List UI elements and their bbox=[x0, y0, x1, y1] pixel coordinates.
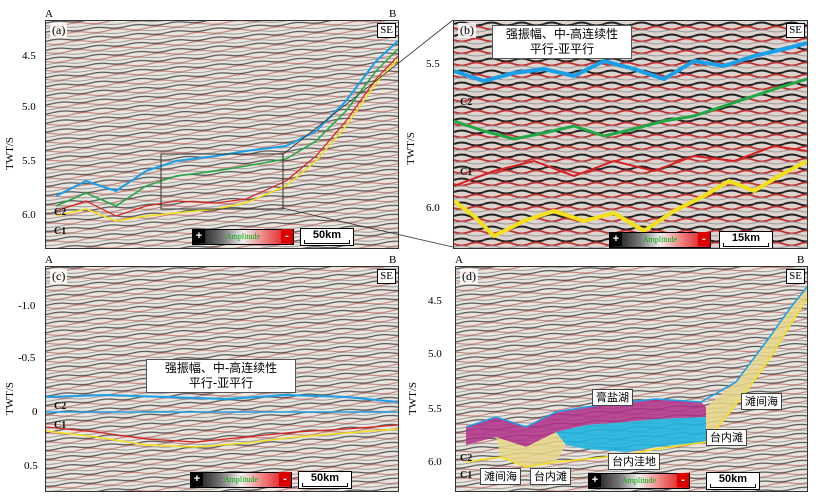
colorbar-label: Amplitude bbox=[223, 475, 259, 484]
panel-c-amplitude-colorbar: + Amplitude - bbox=[190, 472, 292, 488]
panel-c-c2-label: C2 bbox=[54, 401, 67, 412]
colorbar-plus: + bbox=[193, 229, 205, 243]
panel-b-c1-label: C1 bbox=[460, 167, 473, 178]
colorbar-minus: - bbox=[677, 473, 689, 487]
panel-c-y-axis-label: TWT/S bbox=[4, 382, 16, 415]
panel-d-tick: 5.0 bbox=[428, 348, 442, 360]
panel-a-seismic-image bbox=[46, 21, 398, 248]
panel-b-green-horizon bbox=[454, 77, 807, 141]
panel-d-shoal-right-fill bbox=[706, 287, 807, 437]
panel-a-c1-label: C1 bbox=[54, 226, 67, 237]
panel-d-se-label: SE bbox=[786, 269, 805, 284]
panel-a-zoom-box bbox=[160, 153, 284, 210]
panel-c-blue-horizon bbox=[46, 393, 398, 403]
panel-c-annotation: 强振幅、中-高连续性 平行-亚平行 bbox=[146, 359, 296, 393]
colorbar-minus: - bbox=[279, 472, 291, 486]
annotation-line-2: 平行-亚平行 bbox=[188, 376, 254, 390]
panel-c-se-label: SE bbox=[377, 269, 396, 284]
colorbar-label: Amplitude bbox=[225, 232, 261, 241]
panel-c-scale-bar: 50km bbox=[298, 471, 352, 489]
colorbar-label: Amplitude bbox=[642, 235, 678, 244]
colorbar-plus: + bbox=[589, 473, 601, 487]
panel-a-se-label: SE bbox=[377, 23, 396, 38]
facies-platform-shoal-left: 台内滩 bbox=[530, 468, 571, 485]
annotation-line-2: 平行-亚平行 bbox=[529, 42, 595, 56]
facies-platform-shoal-right: 台内滩 bbox=[706, 429, 747, 446]
panel-d-tick: 4.5 bbox=[428, 295, 442, 307]
panel-b: (b) SE 强振幅、中-高连续性 平行-亚平行 C2 C1 + Amplitu… bbox=[453, 20, 808, 249]
panel-a-y-axis-label: TWT/S bbox=[4, 137, 16, 170]
panel-a-tick: 6.0 bbox=[22, 209, 36, 221]
panel-b-scale-bar: 15km bbox=[719, 231, 773, 248]
panel-c-corner-a: A bbox=[45, 254, 53, 266]
panel-b-tick: 5.5 bbox=[426, 58, 440, 70]
colorbar-plus: + bbox=[610, 232, 622, 246]
facies-inter-shoal-sea-left: 滩间海 bbox=[480, 468, 521, 485]
panel-d: (d) SE 膏盐湖 滩间海 台内滩 台内洼地 滩间海 台内滩 C2 C1 + … bbox=[455, 266, 808, 492]
facies-inter-shoal-sea-right: 滩间海 bbox=[741, 393, 782, 410]
panel-d-c2-label: C2 bbox=[460, 453, 473, 464]
panel-c-tick: 0.5 bbox=[24, 460, 38, 472]
panel-c-corner-b: B bbox=[389, 254, 397, 266]
panel-d-corner-a: A bbox=[455, 254, 463, 266]
panel-b-blue-horizon bbox=[454, 41, 807, 84]
panel-d-blue-horizon bbox=[465, 286, 807, 428]
panel-d-gypsum-lake-fill bbox=[466, 399, 706, 447]
panel-a: (a) SE C2 C1 + Amplitude - 50km bbox=[45, 20, 399, 249]
annotation-line-1: 强振幅、中-高连续性 bbox=[505, 27, 619, 41]
panel-a-amplitude-colorbar: + Amplitude - bbox=[192, 229, 294, 245]
panel-d-corner-b: B bbox=[797, 254, 805, 266]
panel-d-shoal-left-fill bbox=[496, 432, 566, 467]
panel-d-c1-label: C1 bbox=[460, 470, 473, 481]
panel-a-tick: 5.0 bbox=[22, 101, 36, 113]
panel-b-c2-label: C2 bbox=[460, 97, 473, 108]
panel-a-scale-bar: 50km bbox=[300, 228, 354, 246]
annotation-line-1: 强振幅、中-高连续性 bbox=[164, 361, 278, 375]
facies-gypsum-lake: 膏盐湖 bbox=[592, 389, 633, 406]
panel-c-tick: 0 bbox=[32, 406, 38, 418]
panel-d-depression-fill bbox=[556, 417, 706, 452]
panel-c: (c) SE 强振幅、中-高连续性 平行-亚平行 C2 C1 + Amplitu… bbox=[45, 266, 399, 492]
colorbar-plus: + bbox=[191, 472, 203, 486]
panel-b-label: (b) bbox=[458, 23, 476, 38]
colorbar-minus: - bbox=[698, 232, 710, 246]
panel-d-tick: 6.0 bbox=[428, 456, 442, 468]
panel-a-tick: 5.5 bbox=[22, 155, 36, 167]
panel-a-corner-b: B bbox=[389, 8, 397, 20]
panel-d-tick: 5.5 bbox=[428, 403, 442, 415]
panel-b-annotation: 强振幅、中-高连续性 平行-亚平行 bbox=[492, 25, 632, 59]
colorbar-label: Amplitude bbox=[621, 476, 657, 485]
panel-b-amplitude-colorbar: + Amplitude - bbox=[609, 232, 711, 248]
panel-a-tick: 4.5 bbox=[22, 50, 36, 62]
facies-platform-depression: 台内洼地 bbox=[608, 453, 660, 470]
panel-d-yellow-horizon bbox=[465, 298, 807, 468]
panel-b-tick: 6.0 bbox=[426, 202, 440, 214]
panel-c-tick: -1.0 bbox=[18, 300, 36, 312]
panel-b-y-axis-label: TWT/S bbox=[405, 132, 417, 165]
panel-a-c2-label: C2 bbox=[54, 207, 67, 218]
panel-c-label: (c) bbox=[50, 269, 68, 284]
panel-c-tick: -0.5 bbox=[18, 352, 36, 364]
panel-c-c1-label: C1 bbox=[54, 420, 67, 431]
panel-b-se-label: SE bbox=[786, 23, 805, 38]
panel-d-label: (d) bbox=[460, 269, 478, 284]
panel-c-yellow-horizon bbox=[46, 428, 398, 448]
panel-d-y-axis-label: TWT/S bbox=[407, 382, 419, 415]
panel-b-yellow-horizon bbox=[454, 159, 807, 239]
panel-a-corner-a: A bbox=[45, 8, 53, 20]
panel-c-red-horizon bbox=[46, 424, 398, 443]
panel-d-amplitude-colorbar: + Amplitude - bbox=[588, 473, 690, 489]
colorbar-minus: - bbox=[281, 229, 293, 243]
panel-b-red-horizon bbox=[454, 144, 807, 187]
panel-a-label: (a) bbox=[50, 23, 68, 38]
panel-d-scale-bar: 50km bbox=[706, 472, 760, 490]
